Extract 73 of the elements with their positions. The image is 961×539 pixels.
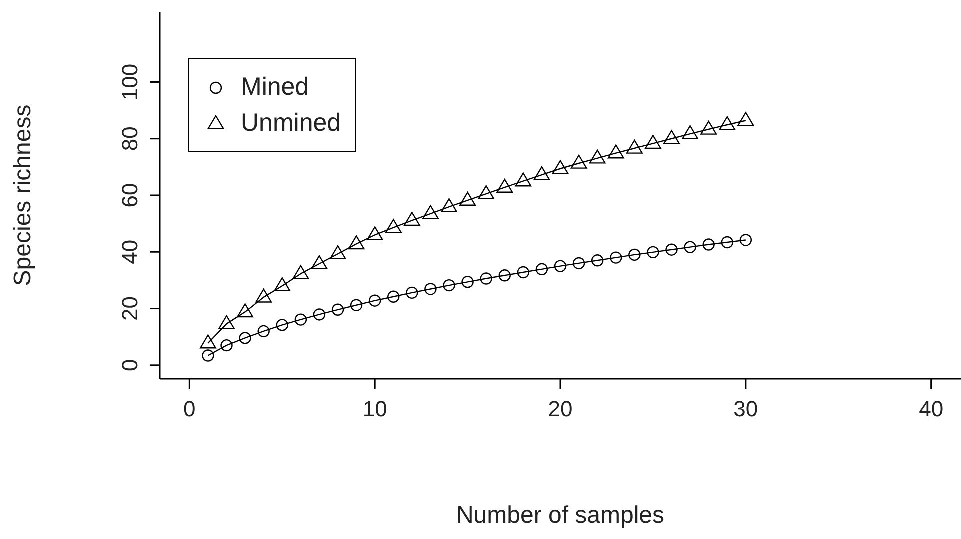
- point: [700, 120, 718, 135]
- y-tick-label: 60: [118, 183, 143, 208]
- point: [313, 308, 326, 321]
- point: [406, 286, 418, 300]
- point: [554, 260, 567, 272]
- point: [570, 154, 588, 169]
- x-axis-title: Number of samples: [456, 502, 665, 529]
- point: [536, 263, 548, 276]
- y-tick-label: 80: [118, 126, 143, 152]
- point: [350, 299, 363, 312]
- x-tick-label: 10: [362, 396, 388, 422]
- x-tick-label: 20: [548, 396, 573, 422]
- point: [610, 252, 622, 264]
- point: [589, 150, 606, 164]
- point: [311, 255, 328, 270]
- point: [591, 254, 604, 267]
- point: [366, 226, 384, 241]
- point: [702, 238, 715, 251]
- point: [740, 234, 752, 246]
- point: [480, 272, 492, 285]
- point: [628, 248, 641, 262]
- point: [276, 319, 288, 332]
- point: [552, 160, 569, 174]
- point: [424, 283, 437, 296]
- point: [515, 172, 532, 187]
- point: [608, 144, 624, 159]
- point: [460, 192, 476, 206]
- point: [441, 198, 458, 213]
- point: [294, 314, 308, 326]
- point: [534, 166, 550, 181]
- point: [462, 276, 474, 288]
- point: [404, 212, 420, 226]
- point: [332, 304, 344, 316]
- point: [498, 270, 511, 282]
- legend-label: Unmined: [241, 108, 342, 139]
- point: [738, 112, 754, 126]
- point: [422, 205, 439, 220]
- point: [478, 185, 495, 200]
- y-axis-title: Species richness: [10, 104, 37, 286]
- point: [647, 246, 660, 259]
- point: [443, 279, 456, 292]
- point: [719, 116, 736, 130]
- point: [202, 350, 214, 362]
- point: [292, 265, 310, 280]
- legend-label: Mined: [241, 72, 310, 103]
- x-tick-label: 30: [734, 396, 758, 422]
- point: [348, 236, 365, 250]
- point: [572, 257, 586, 270]
- point: [239, 332, 252, 344]
- point: [645, 135, 662, 150]
- point: [220, 339, 233, 352]
- y-tick-label: 20: [118, 296, 143, 322]
- point: [388, 290, 400, 303]
- point: [256, 288, 272, 303]
- point: [258, 325, 270, 338]
- point: [684, 241, 696, 254]
- point: [237, 304, 254, 318]
- point: [330, 246, 346, 260]
- point: [274, 278, 291, 292]
- point: [385, 219, 402, 234]
- point: [517, 266, 530, 279]
- x-tick-label: 0: [184, 396, 196, 422]
- point: [496, 178, 514, 193]
- point: [682, 125, 698, 140]
- point: [666, 244, 678, 256]
- y-tick-label: 40: [118, 240, 143, 264]
- point: [664, 130, 680, 144]
- point: [626, 140, 643, 154]
- y-tick-label: 100: [118, 64, 143, 101]
- point: [721, 236, 734, 249]
- y-tick-label: 0: [118, 359, 143, 372]
- point: [368, 294, 382, 307]
- x-tick-label: 40: [919, 396, 944, 422]
